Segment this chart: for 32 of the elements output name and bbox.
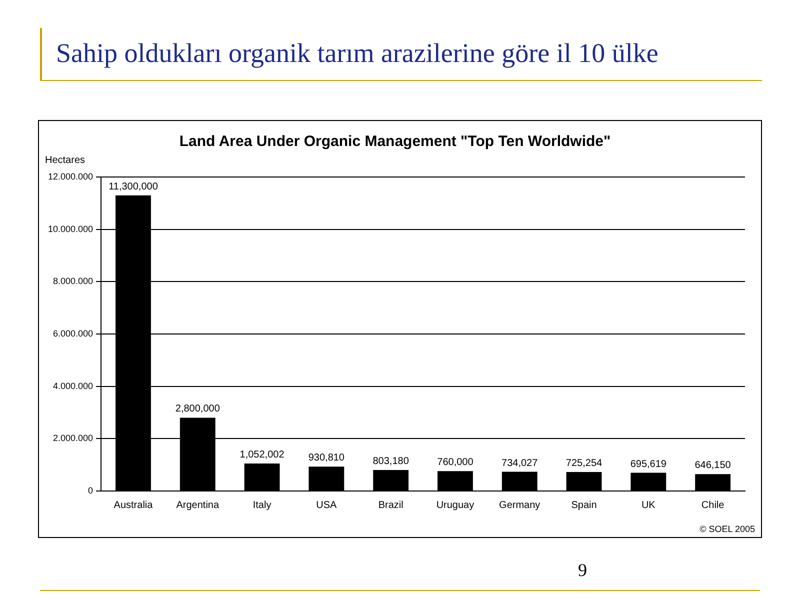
x-tick-label: Italy (252, 500, 272, 511)
x-tick-label: UK (641, 500, 656, 511)
data-label: 646,150 (694, 460, 732, 472)
x-tick-label: USA (316, 500, 338, 511)
y-tick-label: 10.000.000 (48, 224, 94, 234)
data-label: 803,180 (372, 456, 410, 467)
y-tick-label: 8.000.000 (52, 276, 94, 286)
data-label: 2,800,000 (175, 404, 220, 415)
data-label: 734,027 (502, 458, 538, 469)
chart-title: Land Area Under Organic Management "Top Ten Worldwide" (179, 133, 611, 150)
x-tick-label: Argentina (176, 500, 220, 511)
text: © SOEL 2005 (700, 524, 755, 534)
y-tick-label: 12.000.000 (48, 171, 94, 182)
x-tick-label: Spain (571, 500, 597, 511)
data-label: 760,000 (437, 457, 474, 468)
data-label: 1,052,002 (240, 449, 285, 460)
x-tick-label: Uruguay (436, 500, 474, 511)
y-tick-label: 4.000.000 (52, 380, 94, 391)
data-label: 725,254 (566, 458, 603, 470)
y-axis-title: Hectares (45, 155, 86, 166)
data-label: 11,300,000 (108, 181, 158, 192)
text: 9 (578, 560, 587, 581)
data-label: 695,619 (630, 458, 667, 470)
x-tick-label: Australia (114, 500, 154, 511)
y-tick-label: 0 (88, 485, 94, 496)
chart-subtitle: Sahip oldukları organik tarım arazilerine göre il 10 ülke (56, 38, 658, 69)
y-tick-label: 2.000.000 (52, 433, 94, 444)
x-tick-label: Brazil (378, 500, 404, 511)
x-tick-label: Germany (499, 500, 540, 511)
data-label: 930,810 (308, 452, 345, 464)
y-tick-label: 6.000.000 (52, 328, 94, 338)
x-tick-label: Chile (701, 500, 725, 511)
